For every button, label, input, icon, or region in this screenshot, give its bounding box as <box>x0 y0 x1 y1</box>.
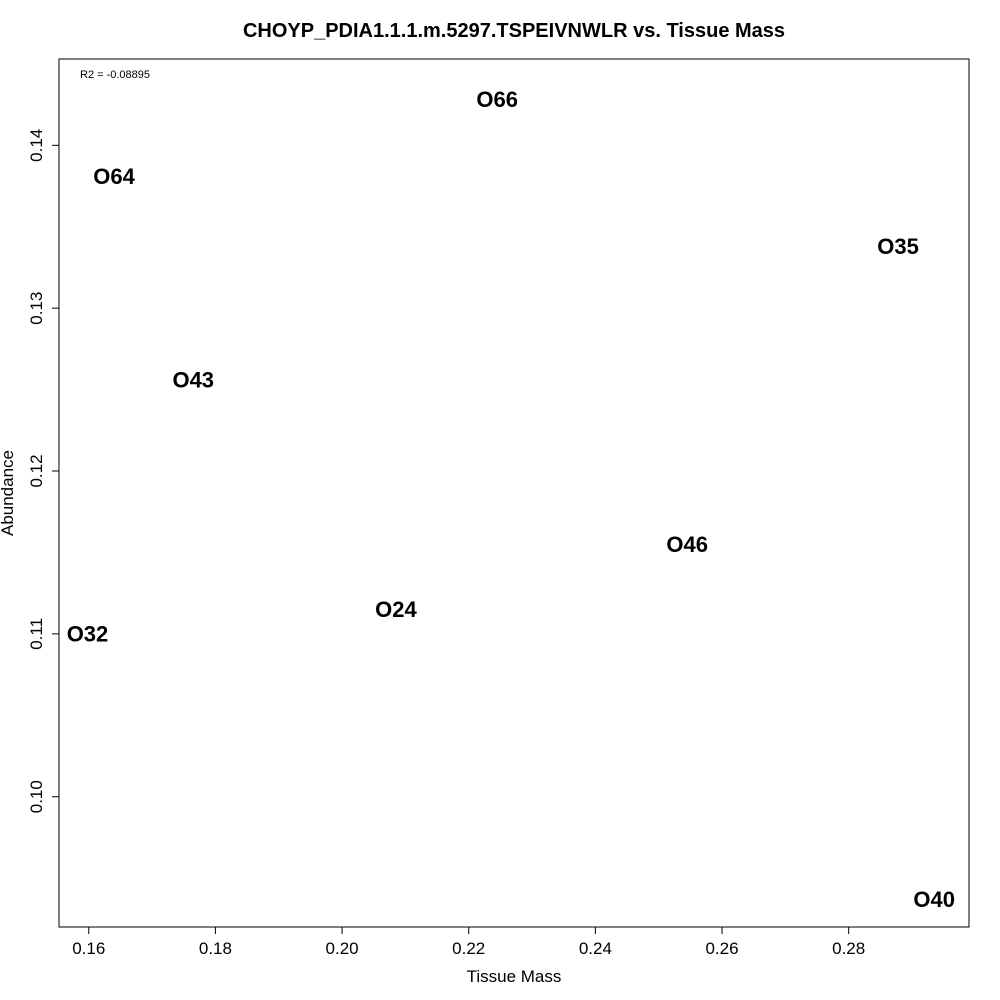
y-tick-label: 0.12 <box>27 454 46 487</box>
x-tick-label: 0.28 <box>832 939 865 958</box>
point-label: O43 <box>172 367 214 392</box>
point-label: O64 <box>93 164 135 189</box>
x-axis-label: Tissue Mass <box>467 967 562 986</box>
x-axis: 0.16 0.18 0.20 0.22 0.24 0.26 0.28 <box>72 926 865 958</box>
x-tick-label: 0.22 <box>452 939 485 958</box>
point-label: O35 <box>877 234 919 259</box>
y-axis-label: Abundance <box>0 450 17 536</box>
data-points: O66 O64 O35 O43 O46 O24 O32 O40 <box>67 87 955 912</box>
plot-frame <box>58 58 970 928</box>
y-tick-label: 0.13 <box>27 292 46 325</box>
y-axis: 0.10 0.11 0.12 0.13 0.14 <box>27 129 60 813</box>
x-tick-label: 0.16 <box>72 939 105 958</box>
point-label: O40 <box>913 887 955 912</box>
r2-annotation: R2 = -0.08895 <box>80 69 150 81</box>
y-tick-label: 0.14 <box>27 129 46 162</box>
point-label: O66 <box>476 87 518 112</box>
y-tick-label: 0.11 <box>27 618 46 650</box>
x-tick-label: 0.24 <box>579 939 612 958</box>
x-tick-label: 0.18 <box>199 939 232 958</box>
x-tick-label: 0.20 <box>326 939 359 958</box>
point-label: O32 <box>67 621 109 646</box>
point-label: O24 <box>375 597 417 622</box>
chart-title: CHOYP_PDIA1.1.1.m.5297.TSPEIVNWLR vs. Ti… <box>243 20 785 42</box>
point-label: O46 <box>666 532 708 557</box>
y-tick-label: 0.10 <box>27 780 46 813</box>
x-tick-label: 0.26 <box>705 939 738 958</box>
